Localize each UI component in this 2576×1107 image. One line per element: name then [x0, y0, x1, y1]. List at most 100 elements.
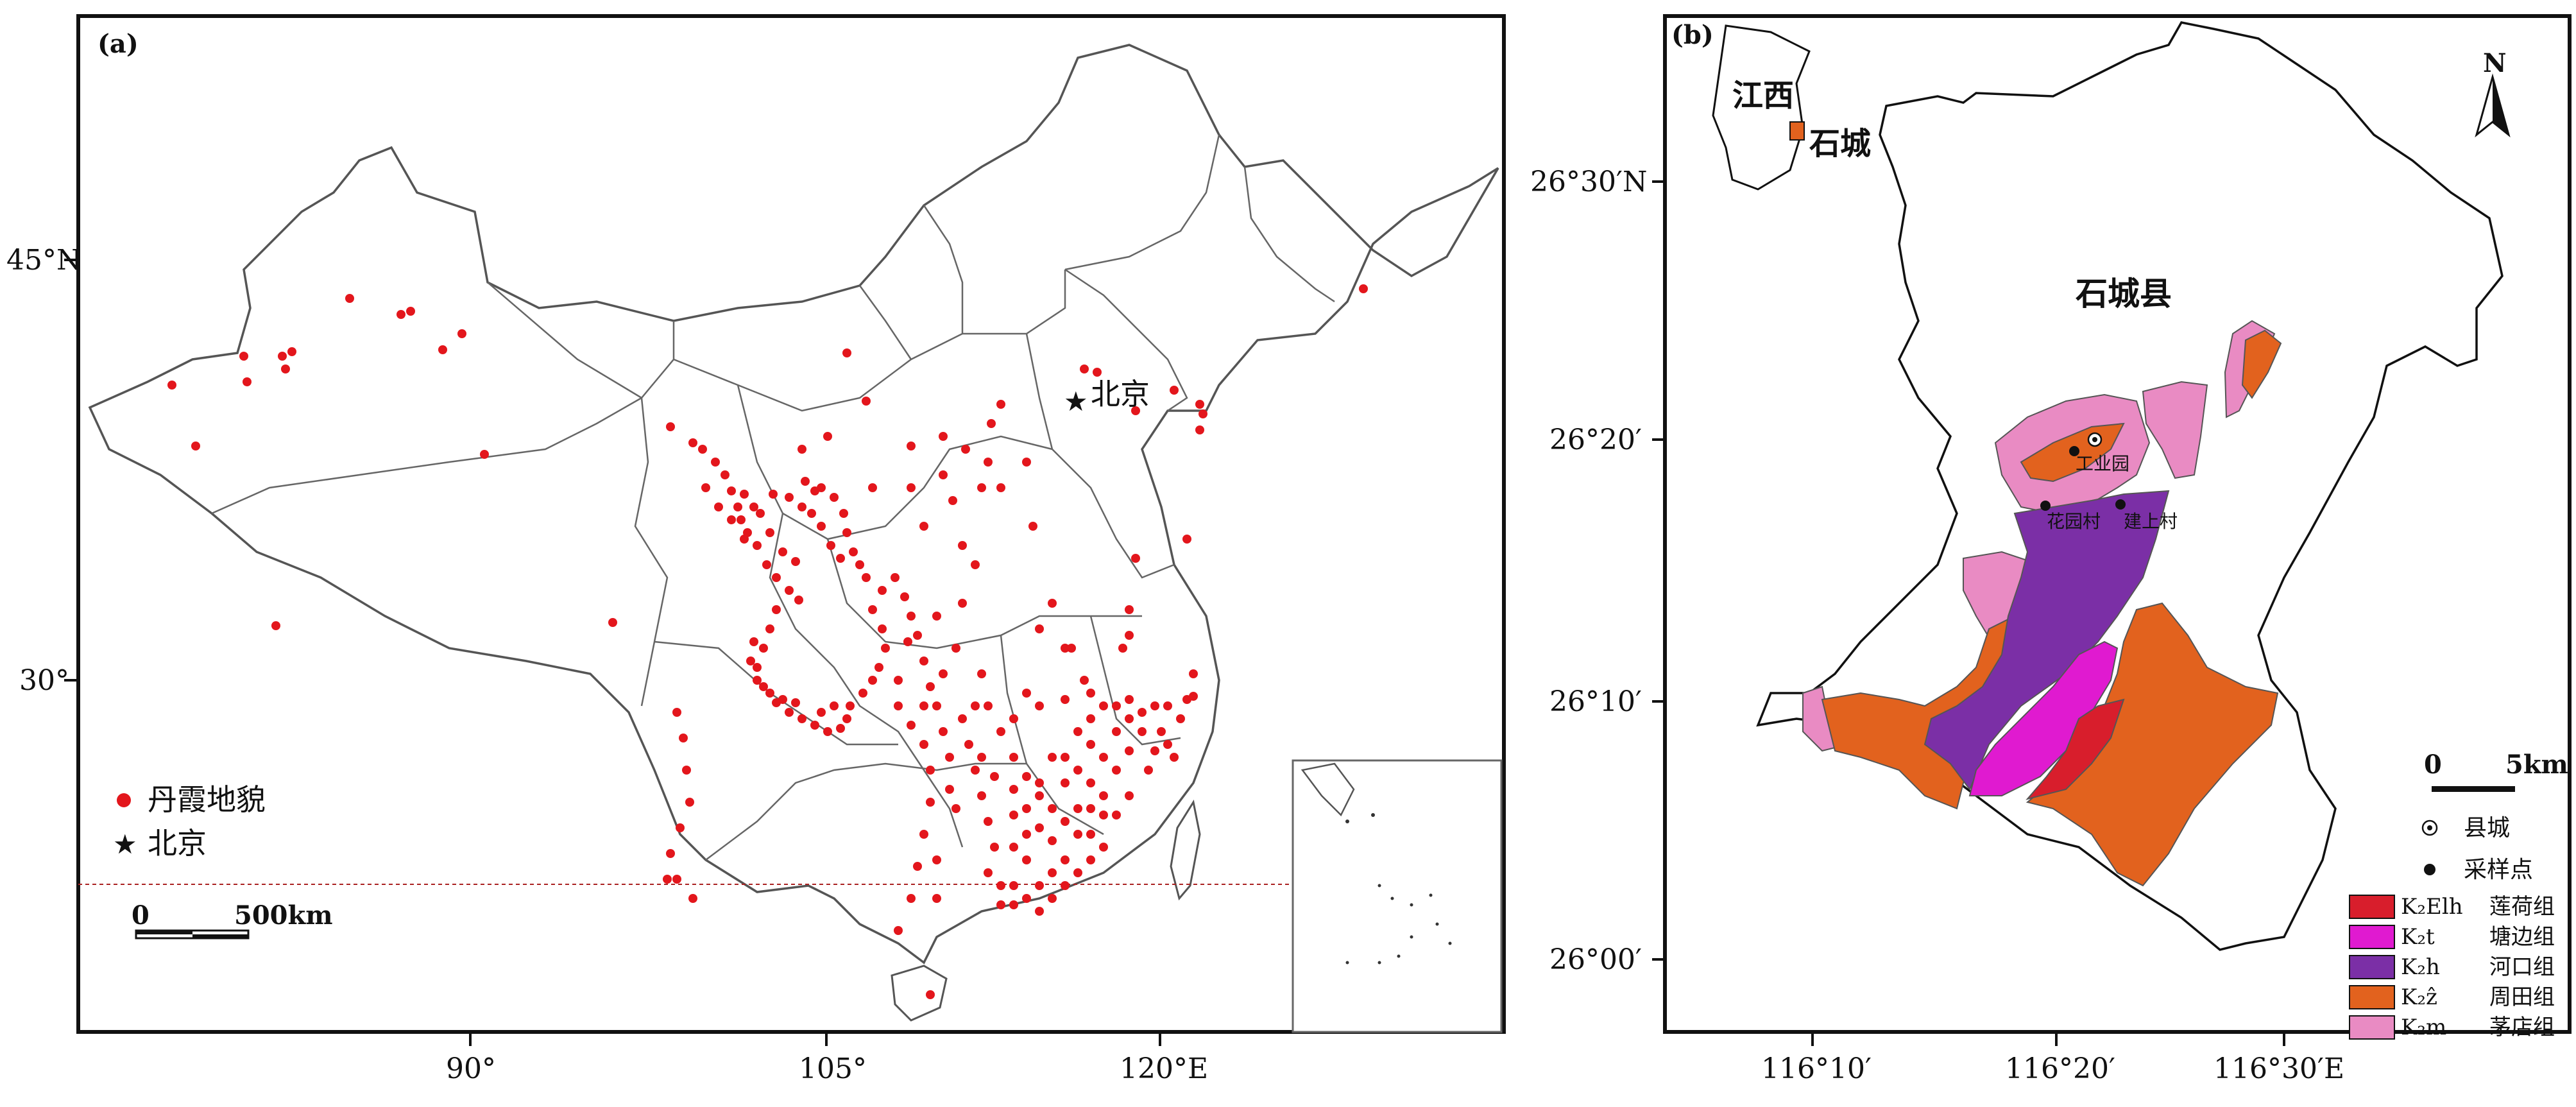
danxia-point — [1073, 766, 1082, 775]
danxia-point — [839, 509, 848, 518]
danxia-point — [1112, 701, 1121, 710]
danxia-point — [785, 493, 794, 502]
danxia-point — [1150, 701, 1159, 710]
danxia-point — [1035, 823, 1044, 832]
danxia-point — [271, 621, 280, 630]
taiwan — [1170, 800, 1201, 901]
danxia-point — [868, 605, 877, 614]
danxia-point — [1182, 535, 1191, 544]
scale-a-bar — [135, 929, 250, 940]
jiangxi-label: 江西 — [1732, 78, 1794, 114]
danxia-point — [746, 656, 755, 665]
unit-legend: K₂Elh 莲荷组 K₂t 塘边组 K₂h 河口组 K₂ẑ 周田组 K₂m 茅店组 — [2349, 894, 2555, 1040]
danxia-point — [846, 701, 855, 710]
danxia-point — [907, 721, 916, 730]
danxia-point — [868, 483, 877, 492]
danxia-point — [849, 547, 858, 556]
b-lat-label-3: 26°10′ — [1549, 685, 1642, 718]
danxia-point — [977, 669, 986, 678]
lon-label-90: 90° — [446, 1052, 496, 1085]
danxia-point — [919, 740, 928, 749]
danxia-point — [977, 791, 986, 800]
danxia-point — [996, 900, 1005, 909]
danxia-point — [894, 926, 903, 935]
sample-point-huayuancun — [2040, 501, 2051, 511]
county-label: 石城县 — [2076, 275, 2172, 313]
danxia-point — [1125, 714, 1134, 723]
danxia-point — [753, 541, 762, 550]
danxia-point — [1035, 624, 1044, 633]
danxia-point — [990, 843, 999, 852]
danxia-point — [1189, 669, 1198, 678]
danxia-point — [1035, 907, 1044, 916]
place-label-jianshangcun: 建上村 — [2124, 511, 2178, 532]
legend-unit-swatch — [2349, 985, 2395, 1009]
danxia-point — [951, 804, 960, 813]
danxia-point — [1035, 881, 1044, 890]
danxia-point — [984, 701, 993, 710]
inset-islands — [1345, 813, 1452, 965]
danxia-point — [1022, 804, 1031, 813]
danxia-point — [1035, 701, 1044, 710]
danxia-point — [913, 631, 922, 640]
danxia-point — [1086, 778, 1095, 787]
danxia-point — [971, 766, 980, 775]
danxia-point — [765, 528, 774, 537]
danxia-point — [772, 573, 781, 582]
shicheng-inset-label: 石城 — [1809, 126, 1871, 162]
danxia-point — [1061, 644, 1070, 653]
danxia-point — [1131, 554, 1140, 563]
danxia-point — [842, 714, 851, 723]
danxia-point — [900, 592, 909, 601]
unit-k2t-tangbian — [1968, 640, 2119, 796]
b-lat-label-1: 26°30′N — [1530, 166, 1647, 198]
danxia-point — [1086, 830, 1095, 839]
danxia-point — [685, 798, 694, 807]
legend-unit-code: K₂t — [2401, 924, 2435, 950]
legend-sample-icon — [2424, 864, 2435, 875]
legend-beijing-star-icon: ★ — [113, 828, 137, 860]
danxia-point — [1176, 714, 1185, 723]
danxia-point — [1157, 727, 1166, 736]
danxia-point — [836, 554, 845, 563]
danxia-point — [919, 656, 928, 665]
danxia-point — [1061, 753, 1070, 762]
danxia-point — [990, 772, 999, 781]
danxia-point — [817, 708, 826, 717]
danxia-point — [1099, 701, 1108, 710]
danxia-point — [1170, 753, 1179, 762]
danxia-point — [1009, 753, 1018, 762]
legend-unit-swatch — [2349, 955, 2395, 979]
danxia-point — [977, 753, 986, 762]
danxia-point — [721, 470, 729, 479]
unit-k2m-maodian-2 — [2142, 381, 2208, 479]
panel-b: (b) 江西 石城 石城县 工业园 花园村 建上村 N — [1530, 14, 2572, 1085]
legend-unit-code: K₂m — [2401, 1015, 2446, 1040]
danxia-point — [1138, 727, 1147, 736]
danxia-point — [281, 365, 290, 373]
danxia-point — [1061, 817, 1070, 826]
place-label-gongyeyuan: 工业园 — [2076, 453, 2129, 474]
legend-unit-code: K₂Elh — [2401, 894, 2463, 920]
danxia-point — [817, 522, 826, 531]
danxia-point — [737, 515, 746, 524]
lat-label-45: 45°N — [6, 244, 81, 277]
danxia-point — [714, 502, 723, 511]
danxia-point — [823, 727, 832, 736]
danxia-point — [1163, 740, 1172, 749]
danxia-point — [945, 753, 954, 762]
danxia-point — [907, 483, 916, 492]
danxia-point — [666, 422, 675, 431]
danxia-point — [1048, 804, 1057, 813]
legend-danxia-dot — [117, 793, 131, 807]
danxia-point — [1048, 599, 1057, 608]
danxia-point — [749, 502, 758, 511]
danxia-point — [791, 698, 800, 707]
beijing-label: 北京 — [1091, 377, 1150, 411]
danxia-point — [1086, 714, 1095, 723]
danxia-point — [1125, 746, 1134, 755]
jiangxi-inset — [1712, 24, 1811, 191]
danxia-point — [1009, 785, 1018, 794]
danxia-point — [1022, 772, 1031, 781]
scale-a-zero: 0 — [132, 900, 149, 931]
